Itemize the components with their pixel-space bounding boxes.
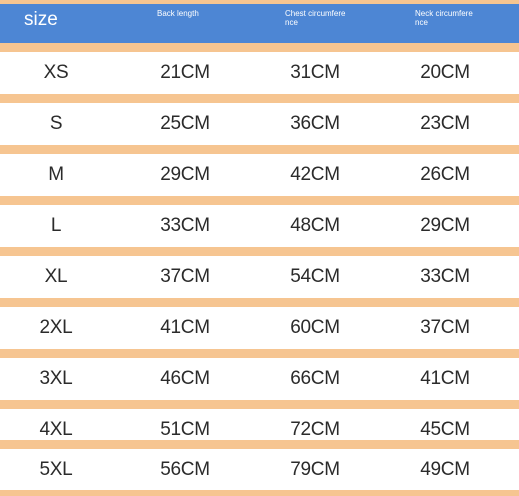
cell-neck-circumference: 41CM — [420, 368, 470, 389]
cell-neck-circumference: 45CM — [420, 419, 470, 440]
cell-size: M — [48, 164, 64, 185]
header-size: size — [24, 9, 58, 30]
cell-size: 3XL — [39, 368, 73, 389]
cell-size: L — [50, 215, 62, 236]
row-separator — [0, 43, 519, 52]
table-row: S 25CM 36CM 23CM — [0, 103, 519, 145]
cell-chest-circumference: 42CM — [290, 164, 340, 185]
cell-chest-circumference: 66CM — [290, 368, 340, 389]
cell-back-length: 29CM — [160, 164, 210, 185]
cell-back-length: 21CM — [160, 62, 210, 83]
cell-back-length: 33CM — [160, 215, 210, 236]
cell-back-length: 41CM — [160, 317, 210, 338]
table-row: XS 21CM 31CM 20CM — [0, 52, 519, 94]
cell-back-length: 56CM — [160, 459, 210, 480]
row-separator — [0, 196, 519, 205]
cell-size: 4XL — [39, 419, 73, 440]
table-row: 3XL 46CM 66CM 41CM — [0, 358, 519, 400]
cell-back-length: 46CM — [160, 368, 210, 389]
row-separator — [0, 400, 519, 409]
cell-size: XL — [44, 266, 68, 287]
row-separator — [0, 349, 519, 358]
cell-chest-circumference: 79CM — [290, 459, 340, 480]
table-row: M 29CM 42CM 26CM — [0, 154, 519, 196]
cell-chest-circumference: 36CM — [290, 113, 340, 134]
cell-size: S — [49, 113, 63, 134]
cell-size: 5XL — [39, 459, 73, 480]
row-separator — [0, 440, 519, 449]
cell-chest-circumference: 72CM — [290, 419, 340, 440]
row-separator — [0, 298, 519, 307]
cell-neck-circumference: 33CM — [420, 266, 470, 287]
cell-back-length: 37CM — [160, 266, 210, 287]
table-row: 5XL 56CM 79CM 49CM — [0, 449, 519, 491]
row-separator — [0, 247, 519, 256]
cell-chest-circumference: 31CM — [290, 62, 340, 83]
table-header-row: size Back length Chest circumfere nce Ne… — [0, 4, 519, 43]
header-neck-circumference: Neck circumfere nce — [415, 9, 473, 27]
cell-chest-circumference: 54CM — [290, 266, 340, 287]
header-back-length: Back length — [157, 9, 199, 18]
row-separator — [0, 94, 519, 103]
cell-neck-circumference: 26CM — [420, 164, 470, 185]
table-row: XL 37CM 54CM 33CM — [0, 256, 519, 298]
cell-size: XS — [43, 62, 69, 83]
cell-neck-circumference: 49CM — [420, 459, 470, 480]
row-separator — [0, 145, 519, 154]
cell-neck-circumference: 20CM — [420, 62, 470, 83]
table-row: L 33CM 48CM 29CM — [0, 205, 519, 247]
cell-neck-circumference: 23CM — [420, 113, 470, 134]
cell-back-length: 51CM — [160, 419, 210, 440]
cell-neck-circumference: 29CM — [420, 215, 470, 236]
cell-chest-circumference: 60CM — [290, 317, 340, 338]
cell-size: 2XL — [39, 317, 73, 338]
header-chest-circumference: Chest circumfere nce — [285, 9, 346, 27]
table-row: 2XL 41CM 60CM 37CM — [0, 307, 519, 349]
bottom-separator — [0, 490, 519, 496]
top-separator — [0, 0, 519, 4]
cell-neck-circumference: 37CM — [420, 317, 470, 338]
cell-back-length: 25CM — [160, 113, 210, 134]
cell-chest-circumference: 48CM — [290, 215, 340, 236]
